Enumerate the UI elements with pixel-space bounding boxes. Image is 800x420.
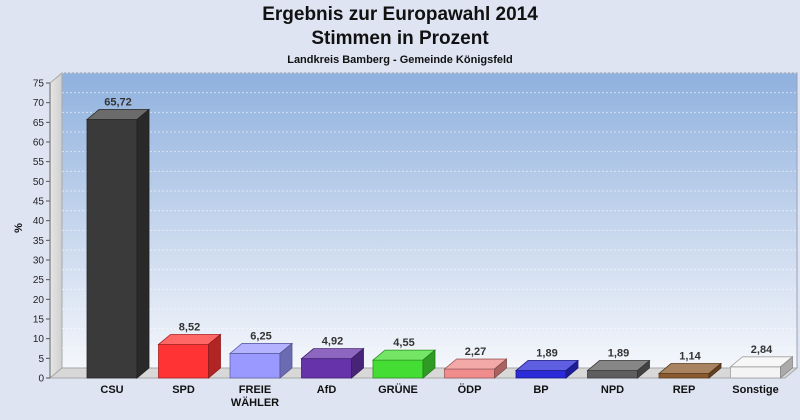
- bar-front: [86, 119, 138, 379]
- y-tick-label: 20: [33, 295, 45, 306]
- x-tick-label-line: NPD: [601, 384, 624, 396]
- x-tick-label: AfD: [317, 384, 337, 396]
- bar: [228, 342, 294, 379]
- x-tick-label-line: CSU: [100, 384, 123, 396]
- x-tick-label: REP: [673, 384, 696, 396]
- y-tick-label: 10: [33, 334, 45, 345]
- x-tick-label: CSU: [100, 384, 123, 396]
- plot-area: [48, 71, 799, 380]
- bars: [85, 108, 794, 379]
- x-tick-label: FREIE WÄHLER: [231, 384, 279, 409]
- x-tick-label: NPD: [601, 384, 624, 396]
- bar-side: [494, 358, 507, 379]
- bar: [371, 349, 437, 379]
- bar-side: [208, 333, 221, 379]
- y-tick-label: 50: [33, 177, 45, 188]
- y-tick-label: 65: [33, 118, 45, 129]
- bar-side: [637, 359, 650, 379]
- y-tick-label: 15: [33, 315, 45, 326]
- x-tick-label: SPD: [172, 384, 195, 396]
- x-tick-label-line: AfD: [317, 384, 337, 396]
- bar-side: [422, 349, 436, 379]
- chart-title: Ergebnis zur Europawahl 2014: [262, 4, 538, 25]
- y-tick-label: 60: [33, 138, 45, 149]
- x-tick-label-line: SPD: [172, 384, 195, 396]
- y-axis: 0 5 10 15 20 25 30 35 40 45 50 55 60 65 70 75: [33, 79, 51, 385]
- gridlines: [62, 72, 797, 349]
- x-tick-label-line: Sonstige: [732, 384, 778, 396]
- bar-front: [515, 370, 567, 379]
- y-tick-label: 75: [33, 79, 45, 90]
- bar-side: [780, 355, 793, 379]
- bar-front: [301, 358, 352, 379]
- data-label: 2,84: [751, 344, 773, 356]
- plot-background: [61, 72, 798, 369]
- bar-front: [587, 370, 638, 379]
- bar-front: [730, 366, 781, 379]
- x-tick-label: BP: [533, 384, 548, 396]
- chart-subtitle: Landkreis Bamberg - Gemeinde Königsfeld: [287, 54, 513, 66]
- bar-front: [372, 359, 424, 379]
- data-label: 1,89: [608, 348, 629, 360]
- y-tick-label: 35: [33, 236, 45, 247]
- bar-side: [351, 347, 364, 379]
- y-tick-label: 70: [33, 98, 45, 109]
- bar-front: [444, 368, 495, 379]
- y-tick-label: 40: [33, 216, 45, 227]
- bar: [729, 355, 794, 379]
- bar: [514, 359, 580, 379]
- data-label: 4,92: [322, 336, 343, 348]
- bar-side: [279, 342, 293, 379]
- bar-front: [658, 373, 710, 379]
- data-label: 4,55: [393, 337, 414, 349]
- bar: [443, 358, 508, 379]
- data-label: 8,52: [179, 321, 200, 333]
- bar-side: [136, 108, 150, 379]
- data-label: 6,25: [250, 330, 271, 342]
- x-tick-label-line: WÄHLER: [231, 396, 279, 409]
- plot-side-wall: [49, 71, 63, 380]
- y-axis-label: %: [13, 223, 25, 233]
- data-label: 2,27: [465, 346, 486, 358]
- bar-front: [229, 353, 281, 379]
- bar: [586, 359, 651, 379]
- bar-front: [158, 344, 209, 379]
- bar: [157, 333, 222, 379]
- y-tick-label: 30: [33, 256, 45, 267]
- bar: [85, 108, 151, 379]
- x-tick-label-line: FREIE: [239, 384, 271, 396]
- x-tick-label: GRÜNE: [378, 383, 418, 396]
- category-labels: 65,72 CSU 8,52 SPD 6,25 FREIE WÄHLER 4,92 AfD 4,5…: [100, 97, 778, 409]
- bar: [300, 347, 365, 379]
- bar-side: [708, 362, 722, 379]
- y-tick-label: 0: [38, 374, 44, 385]
- y-tick-label: 45: [33, 197, 45, 208]
- data-label: 1,14: [679, 351, 701, 363]
- x-tick-label-line: GRÜNE: [378, 383, 418, 396]
- x-tick-label-line: REP: [673, 384, 696, 396]
- x-tick-label: ÖDP: [458, 383, 482, 396]
- x-tick-label-line: BP: [533, 384, 548, 396]
- x-tick-label-line: ÖDP: [458, 383, 482, 396]
- bar: [657, 362, 723, 379]
- data-label: 65,72: [104, 97, 132, 109]
- y-tick-label: 25: [33, 275, 45, 286]
- chart-title-line-2: Stimmen in Prozent: [311, 28, 489, 49]
- x-tick-label: Sonstige: [732, 384, 778, 396]
- data-label: 1,89: [536, 348, 557, 360]
- y-tick-label: 55: [33, 157, 45, 168]
- y-tick-label: 5: [38, 354, 44, 365]
- bar-side: [565, 359, 579, 379]
